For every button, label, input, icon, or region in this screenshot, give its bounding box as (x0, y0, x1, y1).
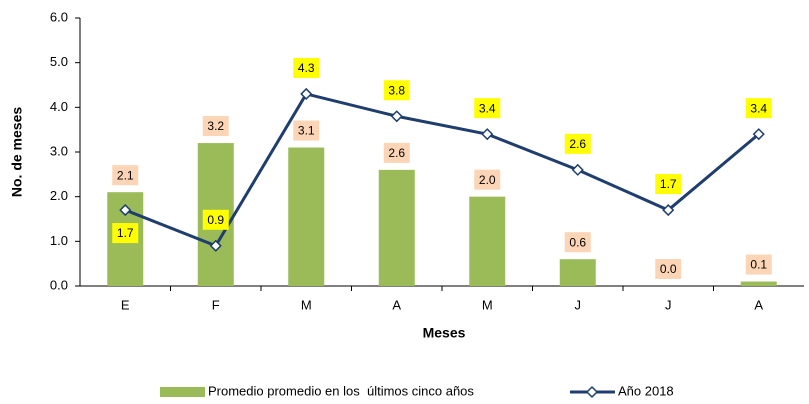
data-label-box (112, 165, 139, 186)
x-axis-title: Meses (423, 325, 466, 341)
y-tick-label: 2.0 (50, 188, 68, 203)
legend-label: Promedio promedio en los últimos cinco a… (208, 383, 474, 398)
x-tick-label: F (212, 297, 220, 312)
data-label: 0.6 (569, 235, 586, 249)
data-label-box (745, 254, 772, 275)
data-label: 0.9 (207, 213, 224, 227)
marker (481, 128, 494, 141)
x-tick-label: A (754, 297, 763, 312)
data-label-box (202, 209, 229, 230)
data-label-box (383, 80, 410, 101)
data-label-box (564, 232, 591, 253)
data-label-box (474, 98, 501, 119)
data-label-box (202, 116, 229, 137)
x-tick-label: E (121, 297, 130, 312)
y-tick-label: 6.0 (50, 9, 68, 24)
marker (119, 204, 132, 217)
y-tick-label: 3.0 (50, 143, 68, 158)
y-tick-label: 1.0 (50, 233, 68, 248)
y-axis-title: No. de meses (9, 107, 25, 197)
data-label: 3.2 (207, 119, 224, 133)
bar (559, 259, 596, 286)
data-label: 0.0 (660, 262, 677, 276)
y-tick-label: 4.0 (50, 99, 68, 114)
legend-swatch (160, 387, 205, 397)
data-label: 4.3 (298, 61, 315, 75)
x-tick-label: M (301, 297, 312, 312)
x-tick-label: A (392, 297, 401, 312)
data-label-box (293, 120, 320, 141)
marker (662, 204, 675, 217)
data-label: 2.6 (388, 146, 405, 160)
data-label: 3.1 (298, 124, 315, 138)
marker (209, 239, 222, 252)
data-label-box (655, 174, 682, 195)
line (124, 92, 760, 248)
bar (469, 196, 506, 286)
data-label: 0.1 (750, 258, 767, 272)
legend-label: Año 2018 (618, 383, 674, 398)
y-tick-label: 0.0 (50, 277, 68, 292)
data-label-box (293, 57, 320, 78)
marker (571, 163, 584, 176)
data-label-box (564, 133, 591, 154)
data-label-box (112, 223, 139, 244)
data-label-box (474, 169, 501, 190)
x-tick-label: J (575, 297, 582, 312)
data-label: 3.8 (388, 83, 405, 97)
data-label: 2.0 (479, 173, 496, 187)
legend-marker (585, 385, 599, 399)
bar (378, 169, 415, 286)
x-tick-label: J (665, 297, 672, 312)
y-tick-label: 5.0 (50, 54, 68, 69)
data-label: 3.4 (750, 101, 767, 115)
bar (288, 147, 325, 286)
data-label: 3.4 (479, 101, 496, 115)
marker (390, 110, 403, 123)
data-label-box (745, 98, 772, 119)
data-label: 1.7 (117, 226, 134, 240)
data-label: 2.1 (117, 168, 134, 182)
x-tick-label: M (482, 297, 493, 312)
data-label-box (655, 259, 682, 279)
data-label: 1.7 (660, 177, 677, 191)
data-label-box (383, 142, 410, 163)
marker (300, 87, 313, 100)
marker (752, 128, 765, 141)
data-label: 2.6 (569, 137, 586, 151)
bar (740, 281, 777, 286)
